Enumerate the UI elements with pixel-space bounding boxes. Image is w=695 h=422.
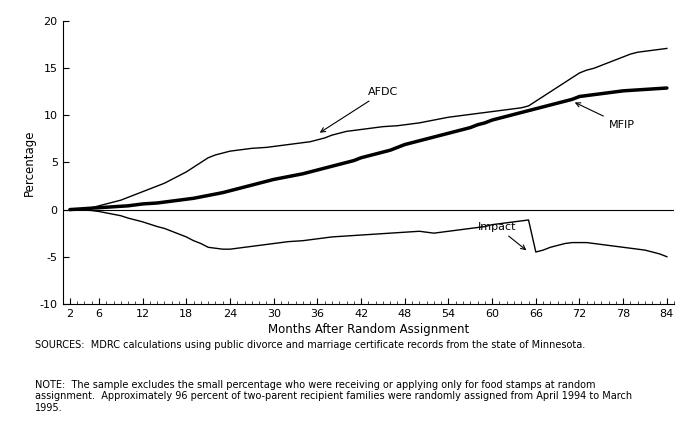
Text: MFIP: MFIP	[576, 103, 635, 130]
Y-axis label: Percentage: Percentage	[22, 129, 35, 196]
Text: AFDC: AFDC	[321, 87, 399, 132]
Text: Impact: Impact	[477, 222, 525, 249]
Text: NOTE:  The sample excludes the small percentage who were receiving or applying o: NOTE: The sample excludes the small perc…	[35, 380, 632, 413]
X-axis label: Months After Random Assignment: Months After Random Assignment	[268, 323, 469, 336]
Text: SOURCES:  MDRC calculations using public divorce and marriage certificate record: SOURCES: MDRC calculations using public …	[35, 340, 585, 350]
